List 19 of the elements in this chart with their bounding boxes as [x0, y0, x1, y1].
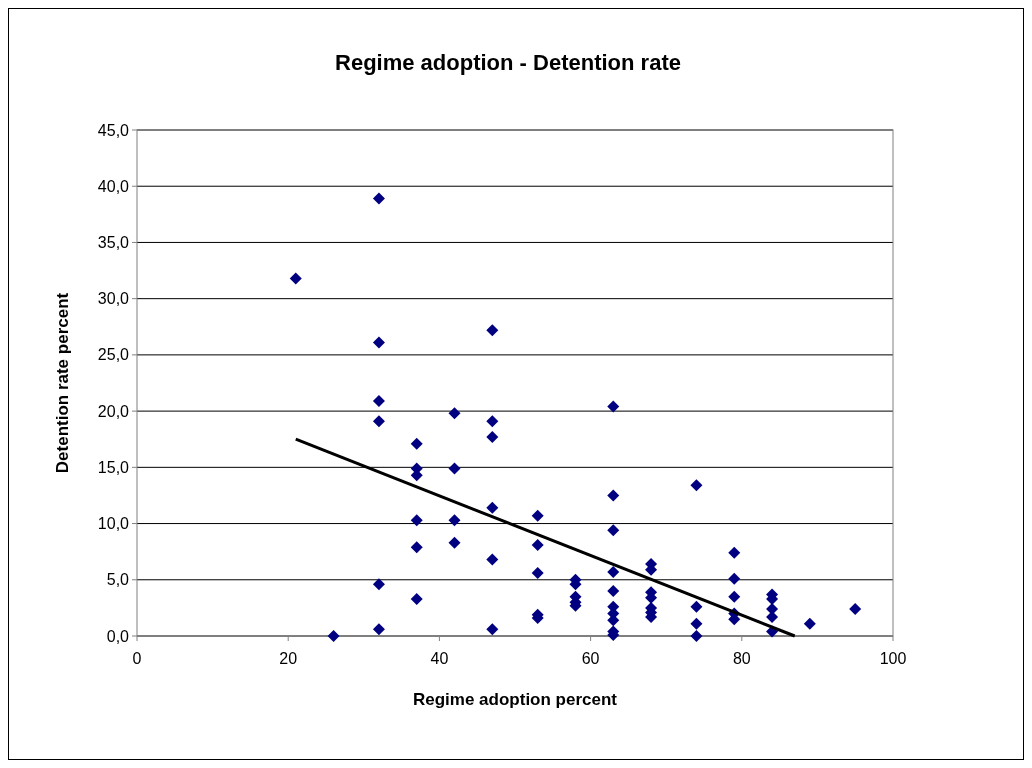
y-tick-label: 0,0 [106, 627, 130, 645]
y-tick-label: 45,0 [97, 121, 130, 139]
x-tick-label: 100 [879, 650, 907, 667]
y-tick-label: 40,0 [97, 177, 130, 195]
y-tick-label: 35,0 [97, 234, 130, 252]
x-tick-label: 0 [132, 650, 142, 667]
y-tick-label: 30,0 [97, 290, 130, 308]
x-axis-title: Regime adoption percent [412, 690, 618, 709]
y-tick-label: 20,0 [97, 402, 130, 420]
y-tick-label: 5,0 [106, 571, 130, 589]
x-tick-label: 60 [581, 650, 600, 667]
chart-title: Regime adoption - Detention rate [335, 50, 681, 75]
x-tick-label: 20 [279, 650, 298, 667]
x-tick-label: 80 [732, 650, 751, 667]
y-tick-label: 10,0 [97, 515, 130, 533]
y-tick-label: 15,0 [97, 458, 130, 476]
x-tick-label: 40 [430, 650, 449, 667]
y-tick-label: 25,0 [97, 346, 130, 364]
y-axis-title: Detention rate percent [53, 292, 72, 474]
